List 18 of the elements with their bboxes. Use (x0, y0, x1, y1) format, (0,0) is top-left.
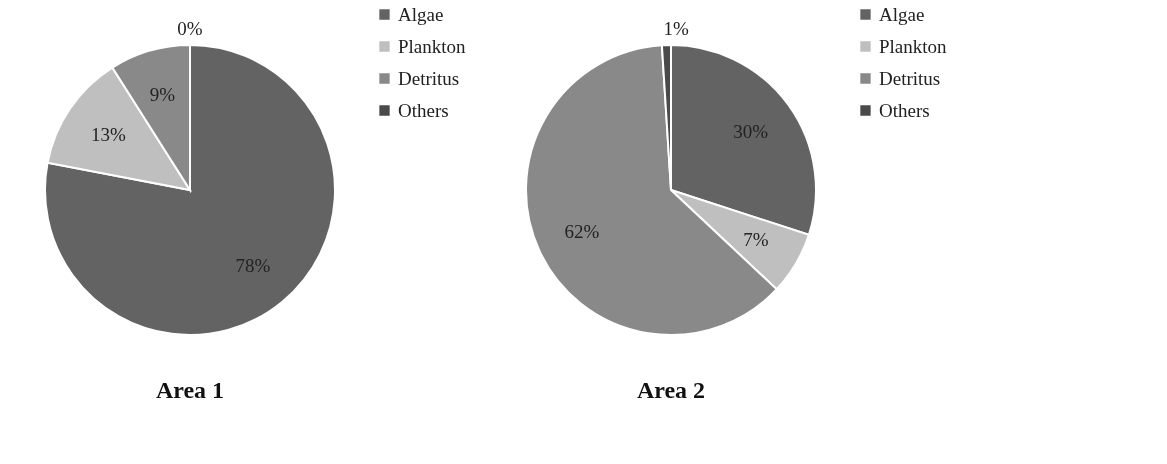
legend-label: Others (879, 99, 930, 121)
data-label: 13% (91, 123, 127, 145)
data-label: 78% (235, 254, 271, 276)
data-label: 1% (663, 18, 689, 40)
legend-label: Plankton (398, 35, 467, 57)
legend-label: Algae (398, 3, 444, 25)
data-label: 9% (149, 84, 176, 106)
text: Area 1 (155, 377, 225, 403)
data-label: 7% (743, 229, 769, 251)
data-label: 30% (733, 121, 769, 143)
text: Area 2 (636, 377, 706, 403)
data-label: 62% (564, 220, 600, 242)
text: 0% (177, 18, 203, 39)
legend-label: Detritus (879, 67, 941, 89)
legend-label: Detritus (398, 67, 460, 89)
legend-label: Algae (879, 3, 925, 25)
legend-label: Plankton (879, 35, 948, 57)
legend-label: Others (398, 99, 449, 121)
